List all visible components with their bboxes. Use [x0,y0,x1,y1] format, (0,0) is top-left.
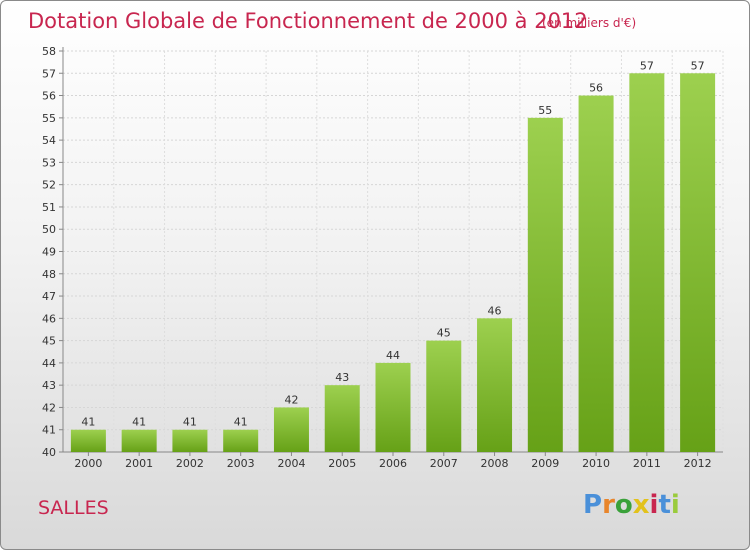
labels: 40 41 42 43 44 45 46 47 48 49 50 51 52 53 54 55 56 57 58 41… [42,45,712,470]
data-label-2004: 42 [284,393,298,406]
y-tick-label: 56 [42,90,56,103]
bar-2006 [375,362,411,452]
data-label-2009: 55 [538,104,552,117]
logo-letter: P [583,490,603,520]
data-label-2002: 41 [183,416,197,429]
bar-2003 [223,429,259,452]
y-tick-label: 41 [42,424,56,437]
chart-subtitle: (en milliers d'€) [542,16,637,30]
data-label-2010: 56 [589,82,603,95]
bars [70,73,716,453]
x-tick-label-2001: 2001 [125,457,153,470]
data-label-2007: 45 [437,327,451,340]
data-label-2006: 44 [386,349,400,362]
x-tick-label-2002: 2002 [176,457,204,470]
y-tick-label: 45 [42,335,56,348]
logo-letter: x [632,490,650,520]
bar-2005 [324,385,360,452]
y-tick-label: 51 [42,201,56,214]
logo-letter: i [649,490,659,520]
x-tick-label-2004: 2004 [277,457,305,470]
x-tick-label-2007: 2007 [430,457,458,470]
bar-2002 [172,429,208,452]
y-tick-label: 42 [42,401,56,414]
bar-2012 [680,73,716,453]
x-tick-label-2005: 2005 [328,457,356,470]
y-tick-label: 53 [42,156,56,169]
logo-letter: t [658,490,671,520]
x-tick-label-2006: 2006 [379,457,407,470]
data-label-2000: 41 [81,416,95,429]
y-tick-label: 48 [42,268,56,281]
y-tick-label: 47 [42,290,56,303]
bar-2010 [578,95,614,453]
bar-2009 [527,117,563,452]
bar-2011 [629,73,665,453]
x-tick-label-2003: 2003 [227,457,255,470]
x-tick-label-2000: 2000 [74,457,102,470]
y-tick-label: 52 [42,179,56,192]
y-tick-label: 44 [42,357,56,370]
data-label-2011: 57 [640,59,654,72]
y-tick-label: 49 [42,246,56,259]
x-tick-label-2010: 2010 [582,457,610,470]
proxiti-logo: Proxiti [583,490,680,520]
data-label-2001: 41 [132,416,146,429]
commune-name: SALLES [38,497,109,519]
bar-2008 [477,318,513,452]
y-tick-label: 43 [42,379,56,392]
y-tick-label: 57 [42,67,56,80]
data-label-2003: 41 [234,416,248,429]
chart-title: Dotation Globale de Fonctionnement de 20… [28,9,588,33]
x-tick-label-2011: 2011 [633,457,661,470]
y-tick-label: 54 [42,134,56,147]
logo-letter: o [614,490,633,520]
y-tick-label: 55 [42,112,56,125]
bar-2007 [426,340,462,452]
data-label-2008: 46 [488,304,502,317]
data-label-2012: 57 [691,59,705,72]
grid-lines [62,50,724,453]
bar-2004 [273,407,309,452]
x-tick-label-2008: 2008 [481,457,509,470]
logo-letter: r [602,490,615,520]
data-label-2005: 43 [335,371,349,384]
logo-letter: i [670,490,680,520]
y-tick-label: 40 [42,446,56,459]
bar-2000 [70,429,106,452]
bar-2001 [121,429,157,452]
y-tick-label: 58 [42,45,56,58]
y-tick-label: 50 [42,223,56,236]
x-tick-label-2012: 2012 [684,457,712,470]
y-tick-label: 46 [42,312,56,325]
x-tick-label-2009: 2009 [531,457,559,470]
